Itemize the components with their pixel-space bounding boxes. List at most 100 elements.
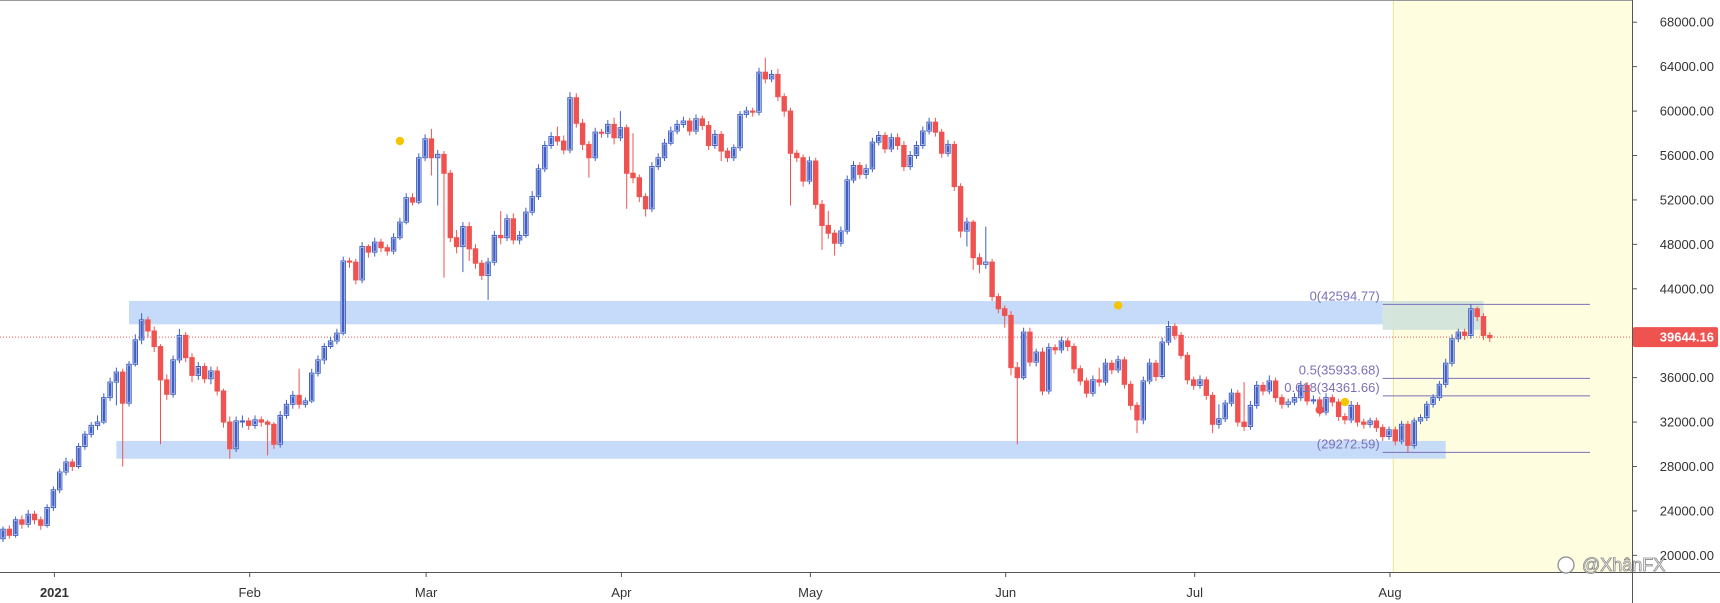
candle	[157, 344, 164, 445]
candle-body	[762, 71, 768, 80]
candle	[88, 422, 94, 438]
candle-body-fill	[1161, 343, 1164, 376]
candle-body-fill	[1230, 394, 1233, 403]
y-tick-label: 20000.00	[1660, 548, 1714, 563]
candle-body-fill	[127, 365, 131, 403]
candle-body-fill	[45, 508, 49, 525]
candle	[435, 149, 441, 206]
candle-body	[831, 232, 838, 244]
candle	[731, 144, 737, 162]
candle-body	[346, 260, 353, 263]
candle	[787, 107, 794, 206]
candle-body-fill	[417, 158, 420, 202]
candle	[277, 410, 283, 448]
candle	[1304, 382, 1310, 406]
candle-body	[120, 371, 126, 404]
candle-body	[1487, 334, 1493, 339]
candle	[863, 164, 869, 179]
x-axis[interactable]: 2021 Feb Mar Apr May Jun Jul Aug	[40, 572, 1402, 600]
candle	[271, 422, 277, 449]
candle	[1052, 344, 1058, 355]
candle	[403, 193, 409, 225]
candle-body	[1474, 308, 1480, 318]
candle-body	[1027, 331, 1033, 363]
candle	[1380, 424, 1386, 441]
candle	[239, 415, 246, 428]
candle-body-fill	[1167, 327, 1170, 342]
candle	[19, 515, 25, 529]
candle	[44, 504, 50, 528]
candle-body	[69, 461, 75, 467]
candle-body-fill	[316, 360, 320, 373]
candle-body-fill	[1469, 309, 1473, 335]
candle-body-fill	[209, 371, 213, 378]
candle	[605, 119, 611, 138]
candle	[831, 229, 838, 256]
resistance-zone[interactable]	[129, 300, 1383, 325]
candle-body-fill	[1457, 333, 1460, 338]
candle-body-fill	[650, 167, 654, 208]
candle-body	[976, 257, 983, 265]
candle-body	[1039, 351, 1046, 392]
candle-body-fill	[877, 136, 880, 142]
candle-body	[264, 421, 271, 425]
candle	[1405, 420, 1411, 453]
candle-body	[825, 224, 831, 234]
candle	[353, 258, 359, 285]
candle	[655, 153, 661, 170]
candle	[1008, 310, 1014, 376]
candle-body	[1128, 383, 1134, 406]
candle	[189, 353, 195, 383]
candle-body-fill	[1148, 364, 1151, 380]
candle-body	[857, 164, 863, 175]
candle	[1468, 304, 1474, 339]
candle-body	[636, 177, 642, 198]
candle-body-fill	[310, 374, 313, 400]
candle	[901, 141, 907, 172]
future-zone-rect	[1393, 0, 1632, 572]
candle-body-fill	[1438, 385, 1441, 397]
candle	[479, 259, 485, 280]
candle-body	[800, 157, 806, 182]
candle-body	[1361, 421, 1367, 425]
candle-body	[1184, 354, 1191, 381]
candle-body-fill	[52, 490, 55, 507]
candle-body	[6, 528, 12, 536]
candle	[523, 207, 529, 238]
candle	[1361, 418, 1367, 429]
candle	[964, 217, 970, 247]
candle-body	[183, 334, 189, 359]
candle-body-fill	[1035, 353, 1038, 362]
candle-body-fill	[253, 420, 257, 425]
candle-body	[378, 241, 384, 249]
candle	[1386, 426, 1392, 440]
candle	[680, 116, 687, 128]
candle-body-fill	[140, 320, 143, 339]
candle	[447, 169, 454, 243]
support-zone[interactable]	[116, 440, 1446, 459]
candle	[1033, 348, 1039, 367]
candle	[75, 443, 82, 469]
candle	[1392, 426, 1398, 446]
candle-body-fill	[1224, 404, 1227, 418]
candle	[1209, 392, 1216, 434]
candle	[1134, 402, 1140, 434]
candle-body-fill	[543, 146, 546, 168]
candle-body	[1405, 423, 1411, 446]
candle	[1153, 359, 1159, 381]
candle	[302, 397, 309, 408]
candle	[233, 416, 239, 453]
candle-body-fill	[1104, 364, 1107, 382]
candle-body	[1203, 379, 1209, 396]
candle	[850, 161, 857, 184]
candle-body	[1342, 416, 1348, 421]
candle	[800, 154, 806, 187]
candle-body-fill	[915, 146, 918, 155]
candle-body-fill	[921, 132, 924, 145]
candle-body	[894, 137, 901, 146]
candle	[63, 457, 69, 476]
candle	[126, 360, 132, 407]
candle	[813, 157, 819, 209]
candle-body	[901, 144, 907, 168]
